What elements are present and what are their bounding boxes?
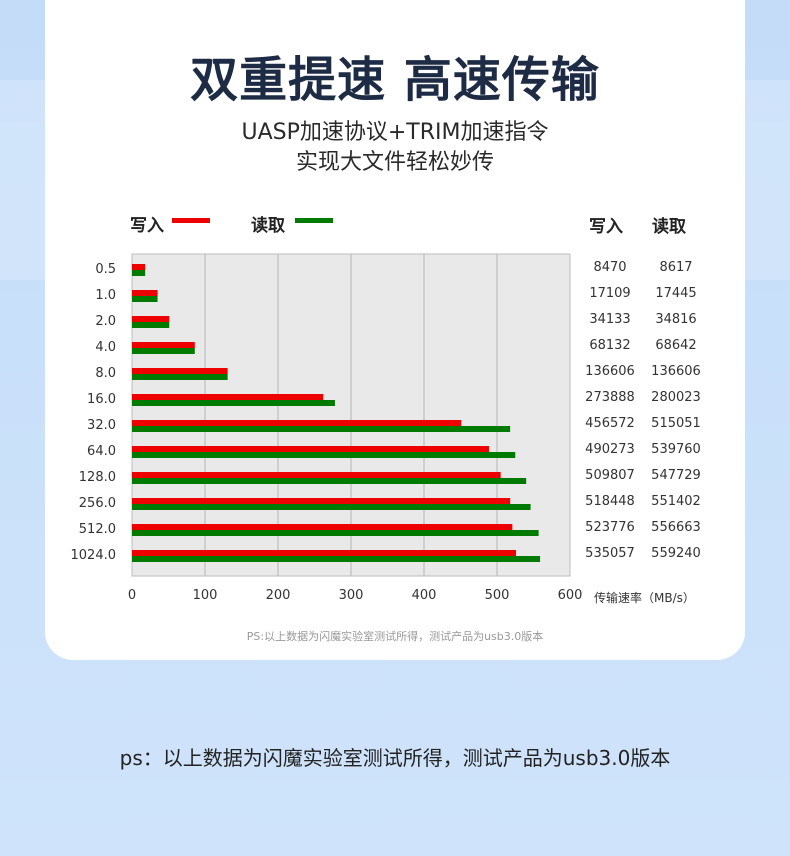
y-tick-label: 0.5 [95, 262, 116, 277]
bar-write [132, 420, 462, 426]
bar-read [132, 348, 195, 354]
value-read: 8617 [659, 260, 693, 275]
value-write: 273888 [585, 390, 635, 405]
bar-read [132, 530, 539, 536]
value-read: 34816 [655, 312, 697, 327]
bar-read [132, 426, 511, 432]
y-tick-label: 8.0 [95, 366, 116, 381]
y-tick-label: 1.0 [95, 288, 116, 303]
y-tick-label: 16.0 [87, 392, 116, 407]
value-read: 280023 [651, 390, 701, 405]
background-shape-left [0, 80, 45, 280]
value-write: 509807 [585, 468, 635, 483]
page-subtitle: UASP加速协议+TRIM加速指令 实现大文件轻松妙传 [0, 118, 790, 178]
value-write: 523776 [585, 520, 635, 535]
bar-read [132, 296, 158, 302]
value-write: 518448 [585, 494, 635, 509]
bar-read [132, 322, 170, 328]
value-write: 490273 [585, 442, 635, 457]
y-tick-label: 128.0 [78, 470, 116, 485]
value-read: 547729 [651, 468, 701, 483]
legend-write-label: 写入 [130, 216, 164, 236]
y-tick-label: 32.0 [87, 418, 116, 433]
bar-read [132, 374, 228, 380]
subtitle-line-2: 实现大文件轻松妙传 [295, 150, 494, 175]
x-tick-label: 500 [484, 588, 510, 603]
value-read: 136606 [651, 364, 701, 379]
footnote-small: PS:以上数据为闪魔实验室测试所得，测试产品为usb3.0版本 [246, 630, 544, 643]
bar-write [132, 472, 501, 478]
bar-write [132, 316, 170, 322]
x-tick-label: 300 [338, 588, 364, 603]
bar-chart [131, 253, 571, 577]
value-write: 535057 [585, 546, 635, 561]
value-write: 34133 [589, 312, 631, 327]
bar-write [132, 550, 516, 556]
legend-read-label: 读取 [251, 216, 285, 236]
bar-read [132, 400, 335, 406]
value-read: 539760 [651, 442, 701, 457]
x-tick-label: 600 [557, 588, 583, 603]
value-read: 551402 [651, 494, 701, 509]
bar-write [132, 524, 513, 530]
y-tick-label: 256.0 [78, 496, 116, 511]
value-write: 456572 [585, 416, 635, 431]
value-read: 556663 [651, 520, 701, 535]
value-write: 68132 [589, 338, 631, 353]
value-read: 68642 [655, 338, 697, 353]
bar-read [132, 556, 541, 562]
bar-read [132, 452, 516, 458]
footnote-large: ps：以上数据为闪魔实验室测试所得，测试产品为usb3.0版本 [119, 746, 671, 770]
value-read: 515051 [651, 416, 701, 431]
x-tick-label: 100 [192, 588, 218, 603]
y-tick-label: 2.0 [95, 314, 116, 329]
x-tick-label: 0 [127, 588, 137, 603]
page-title: 双重提速 高速传输 [190, 52, 600, 108]
y-tick-label: 1024.0 [70, 548, 117, 563]
value-write: 8470 [593, 260, 627, 275]
bar-write [132, 342, 195, 348]
value-read: 17445 [655, 286, 697, 301]
value-read: 559240 [651, 546, 701, 561]
bar-write [132, 264, 146, 270]
bar-read [132, 270, 146, 276]
x-tick-label: 200 [265, 588, 291, 603]
bar-read [132, 478, 527, 484]
x-tick-label: 400 [411, 588, 437, 603]
bar-write [132, 394, 324, 400]
bar-write [132, 290, 158, 296]
y-tick-label: 4.0 [95, 340, 116, 355]
value-write: 17109 [589, 286, 631, 301]
value-write: 136606 [585, 364, 635, 379]
subtitle-line-1: UASP加速协议+TRIM加速指令 [241, 120, 549, 145]
bar-write [132, 446, 489, 452]
column-header-write: 写入 [589, 217, 623, 237]
background-shape-right [745, 80, 790, 280]
y-tick-label: 512.0 [78, 522, 116, 537]
legend-read-swatch [295, 218, 333, 223]
x-axis-label: 传输速率（MB/s） [594, 591, 695, 605]
y-tick-label: 64.0 [87, 444, 116, 459]
legend-write-swatch [172, 218, 210, 223]
bar-write [132, 498, 511, 504]
bar-write [132, 368, 228, 374]
column-header-read: 读取 [652, 217, 686, 237]
bar-read [132, 504, 531, 510]
